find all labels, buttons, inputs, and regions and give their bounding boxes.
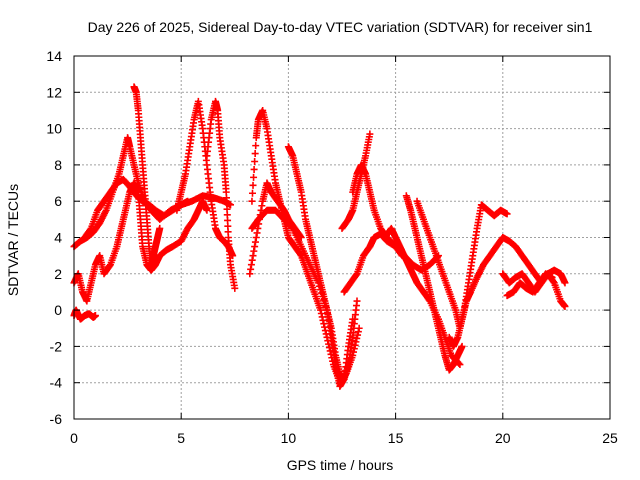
data-point (251, 238, 259, 246)
x-tick-label: 20 (495, 430, 511, 446)
data-point (203, 206, 211, 214)
data-point (254, 224, 262, 232)
data-point (458, 342, 466, 350)
series-trace-7 (203, 97, 239, 292)
data-point (249, 252, 257, 260)
x-axis-label: GPS time / hours (287, 457, 394, 473)
data-point (503, 210, 511, 218)
data-point (351, 341, 359, 349)
data-point (156, 224, 164, 232)
data-point (247, 261, 255, 269)
y-axis-label: SDTVAR / TECUs (5, 184, 21, 296)
series-trace-16 (402, 192, 466, 374)
y-axis-ticks: -6 -4 -2 0 2 4 6 8 10 12 14 (46, 48, 610, 427)
y-tick-label: 14 (46, 48, 62, 64)
y-tick-label: 6 (54, 193, 62, 209)
data-point (352, 338, 360, 346)
x-tick-label: 10 (281, 430, 297, 446)
data-point (317, 306, 325, 314)
series-trace-3 (81, 175, 192, 241)
data-point (354, 331, 362, 339)
data-point (251, 243, 259, 251)
y-tick-label: 8 (54, 157, 62, 173)
series-trace-18 (445, 234, 569, 350)
x-tick-label: 15 (388, 430, 404, 446)
series-trace-11 (284, 143, 361, 383)
y-tick-label: 0 (54, 302, 62, 318)
data-point (251, 150, 259, 158)
data-point (350, 345, 358, 353)
series-trace-5 (130, 83, 164, 269)
series-trace-1 (70, 306, 99, 323)
x-tick-label: 0 (70, 430, 78, 446)
data-point (258, 202, 266, 210)
series-trace-10 (248, 206, 357, 390)
x-tick-label: 25 (602, 430, 618, 446)
x-axis-ticks: 0 5 10 15 20 25 (70, 56, 618, 446)
data-point (91, 312, 99, 320)
data-point (317, 310, 325, 318)
data-point (353, 297, 361, 305)
data-point (353, 334, 361, 342)
y-tick-label: -4 (50, 375, 63, 391)
data-point (318, 313, 326, 321)
data-point (366, 130, 374, 138)
series-trace-9 (248, 106, 363, 387)
y-tick-label: 2 (54, 266, 62, 282)
data-marks (70, 83, 569, 390)
data-point (252, 142, 260, 150)
data-point (248, 197, 256, 205)
data-point (248, 256, 256, 264)
y-tick-label: 12 (46, 84, 62, 100)
data-point (548, 273, 556, 281)
data-point (247, 265, 255, 273)
data-point (253, 229, 261, 237)
data-point (231, 284, 239, 292)
y-tick-label: -2 (50, 338, 63, 354)
data-point (248, 189, 256, 197)
data-point (250, 173, 258, 181)
data-point (250, 165, 258, 173)
y-tick-label: 4 (54, 230, 62, 246)
series-trace-20 (503, 270, 556, 300)
x-tick-label: 5 (177, 430, 185, 446)
y-tick-label: -6 (50, 411, 63, 427)
data-point (354, 328, 362, 336)
data-point (456, 361, 464, 369)
data-point (249, 181, 257, 189)
data-point (184, 197, 192, 205)
data-point (250, 247, 258, 255)
data-point (561, 302, 569, 310)
series-trace-6 (173, 97, 237, 260)
data-point (251, 157, 259, 165)
data-point (246, 270, 254, 278)
data-point (561, 279, 569, 287)
data-point (227, 201, 235, 209)
y-tick-label: 10 (46, 121, 62, 137)
data-point (252, 234, 260, 241)
chart-title: Day 226 of 2025, Sidereal Day-to-day VTE… (88, 19, 593, 35)
series-trace-4 (70, 179, 211, 305)
